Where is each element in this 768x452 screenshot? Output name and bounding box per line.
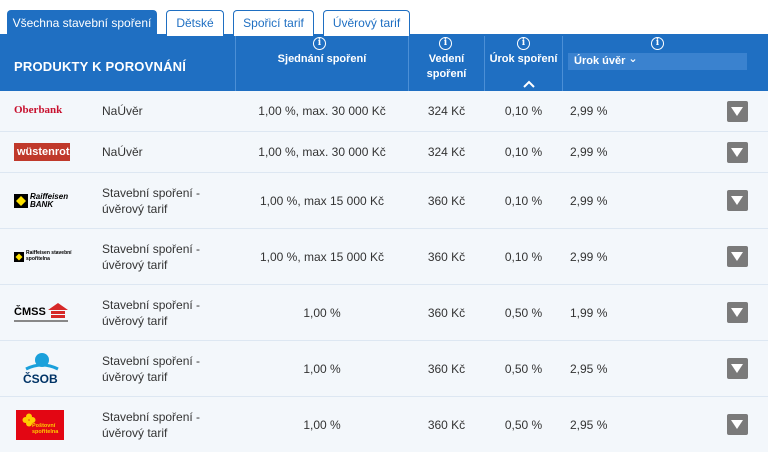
sjednani-value: 1,00 % bbox=[303, 362, 341, 376]
sjednani-value: 1,00 %, max 15 000 Kč bbox=[259, 194, 385, 208]
urok-sporeni-value: 0,10 % bbox=[504, 104, 543, 118]
urok-uver-dropdown-label: Úrok úvěr bbox=[574, 55, 626, 67]
csob-wave-icon bbox=[25, 353, 59, 371]
tab-uverovy-tarif[interactable]: Úvěrový tarif bbox=[323, 10, 410, 36]
product-name: Stavební spoření - bbox=[102, 298, 201, 312]
sjednani-value: 1,00 % bbox=[303, 418, 341, 432]
table-row: Raiffeisen stavební spořitelna Stavební … bbox=[0, 229, 768, 285]
product-name-line2: úvěrový tarif bbox=[102, 426, 168, 440]
oberbank-logo: Oberbank bbox=[14, 104, 63, 116]
csob-logo: ČSOB bbox=[23, 372, 58, 386]
bank-logo: wüstenrot bbox=[14, 143, 70, 161]
urok-uver-value: 2,99 % bbox=[570, 194, 608, 208]
product-name: NaÚvěr bbox=[102, 104, 143, 118]
table-row: wüstenrot NaÚvěr 1,00 %, max. 30 000 Kč … bbox=[0, 132, 768, 173]
urok-sporeni-value: 0,50 % bbox=[504, 362, 543, 376]
product-name-line2: úvěrový tarif bbox=[102, 314, 168, 328]
raiffeisen-ss-logo: Raiffeisen stavební spořitelna bbox=[26, 250, 72, 262]
table-row: Poštovní spořitelna Stavební spoření - ú… bbox=[0, 397, 768, 452]
urok-uver-dropdown[interactable]: Úrok úvěr ⌄ bbox=[568, 53, 747, 70]
urok-uver-value: 2,95 % bbox=[570, 418, 608, 432]
bank-logo: Raiffeisen BANK bbox=[14, 192, 72, 210]
bank-logo: Raiffeisen stavební spořitelna bbox=[14, 250, 72, 264]
urok-sporeni-value: 0,50 % bbox=[504, 418, 543, 432]
expand-row-button[interactable] bbox=[727, 142, 748, 163]
col-header-sjednani: Sjednání spoření bbox=[277, 53, 367, 65]
expand-row-button[interactable] bbox=[727, 190, 748, 211]
raiffeisen-gable-icon bbox=[14, 252, 24, 262]
tab-vsechna[interactable]: Všechna stavební spoření bbox=[7, 10, 157, 37]
product-name-line2: úvěrový tarif bbox=[102, 370, 168, 384]
product-name: Stavební spoření - bbox=[102, 354, 201, 368]
cmss-tagline bbox=[14, 320, 68, 322]
bank-logo: ČMSS bbox=[14, 303, 70, 323]
header-divider bbox=[484, 36, 485, 91]
expand-row-button[interactable] bbox=[727, 414, 748, 435]
urok-uver-value: 1,99 % bbox=[570, 306, 608, 320]
expand-row-button[interactable] bbox=[727, 246, 748, 267]
tab-detske[interactable]: Dětské bbox=[166, 10, 224, 36]
postovni-flower-icon bbox=[22, 413, 36, 427]
postovni-sporitelna-logo: Poštovní spořitelna bbox=[32, 423, 59, 435]
bank-logo: Poštovní spořitelna bbox=[16, 410, 64, 440]
header-divider bbox=[235, 36, 236, 91]
page-title: PRODUKTY K POROVNÁNÍ bbox=[14, 59, 187, 74]
sjednani-value: 1,00 %, max. 30 000 Kč bbox=[258, 104, 386, 118]
sjednani-value: 1,00 %, max. 30 000 Kč bbox=[258, 145, 386, 159]
urok-uver-value: 2,99 % bbox=[570, 104, 608, 118]
col-header-urok-sporeni[interactable]: Úrok spoření bbox=[489, 53, 558, 65]
sort-ascending-icon[interactable] bbox=[523, 80, 535, 88]
table-row: ČSOB Stavební spoření - úvěrový tarif 1,… bbox=[0, 341, 768, 397]
expand-row-button[interactable] bbox=[727, 358, 748, 379]
bank-logo: Oberbank bbox=[14, 104, 70, 118]
product-name-line2: úvěrový tarif bbox=[102, 202, 168, 216]
info-icon-urok-uver[interactable]: i bbox=[651, 37, 664, 50]
product-name: Stavební spoření - bbox=[102, 410, 201, 424]
urok-uver-value: 2,99 % bbox=[570, 250, 608, 264]
bank-logo: ČSOB bbox=[22, 352, 62, 386]
product-name-line2: úvěrový tarif bbox=[102, 258, 168, 272]
raiffeisen-bank-logo: Raiffeisen BANK bbox=[30, 192, 69, 209]
table-row: ČMSS Stavební spoření - úvěrový tarif 1,… bbox=[0, 285, 768, 341]
vedeni-value: 360 Kč bbox=[427, 418, 466, 432]
vedeni-value: 360 Kč bbox=[427, 250, 466, 264]
vedeni-value: 360 Kč bbox=[427, 194, 466, 208]
product-tabs: Všechna stavební spoření Dětské Spořicí … bbox=[0, 0, 768, 37]
urok-sporeni-value: 0,10 % bbox=[504, 145, 543, 159]
urok-sporeni-value: 0,50 % bbox=[504, 306, 543, 320]
raiffeisen-gable-icon bbox=[14, 194, 28, 208]
header-divider bbox=[562, 36, 563, 91]
cmss-logo: ČMSS bbox=[14, 306, 46, 318]
sjednani-value: 1,00 %, max 15 000 Kč bbox=[259, 250, 385, 264]
urok-sporeni-value: 0,10 % bbox=[504, 250, 543, 264]
info-icon-sjednani[interactable]: i bbox=[313, 37, 326, 50]
expand-row-button[interactable] bbox=[727, 302, 748, 323]
chevron-down-icon: ⌄ bbox=[628, 53, 638, 65]
vedeni-value: 324 Kč bbox=[427, 104, 466, 118]
product-name: NaÚvěr bbox=[102, 145, 143, 159]
vedeni-value: 360 Kč bbox=[427, 362, 466, 376]
urok-sporeni-value: 0,10 % bbox=[504, 194, 543, 208]
vedeni-value: 360 Kč bbox=[427, 306, 466, 320]
sjednani-value: 1,00 % bbox=[303, 306, 341, 320]
urok-uver-value: 2,95 % bbox=[570, 362, 608, 376]
info-icon-vedeni[interactable]: i bbox=[439, 37, 452, 50]
expand-row-button[interactable] bbox=[727, 101, 748, 122]
product-name: Stavební spoření - bbox=[102, 242, 201, 256]
wustenrot-logo: wüstenrot bbox=[17, 146, 70, 158]
info-icon-urok-sporeni[interactable]: i bbox=[517, 37, 530, 50]
tab-sporici-tarif[interactable]: Spořicí tarif bbox=[233, 10, 314, 36]
col-header-vedeni-line1: Vedení bbox=[428, 53, 465, 65]
vedeni-value: 324 Kč bbox=[427, 145, 466, 159]
cmss-house-icon bbox=[48, 303, 68, 318]
table-row: Oberbank NaÚvěr 1,00 %, max. 30 000 Kč 3… bbox=[0, 91, 768, 132]
header-divider bbox=[408, 36, 409, 91]
col-header-vedeni-line2: spoření bbox=[426, 68, 467, 80]
product-name: Stavební spoření - bbox=[102, 186, 201, 200]
urok-uver-value: 2,99 % bbox=[570, 145, 608, 159]
table-row: Raiffeisen BANK Stavební spoření - úvěro… bbox=[0, 173, 768, 229]
